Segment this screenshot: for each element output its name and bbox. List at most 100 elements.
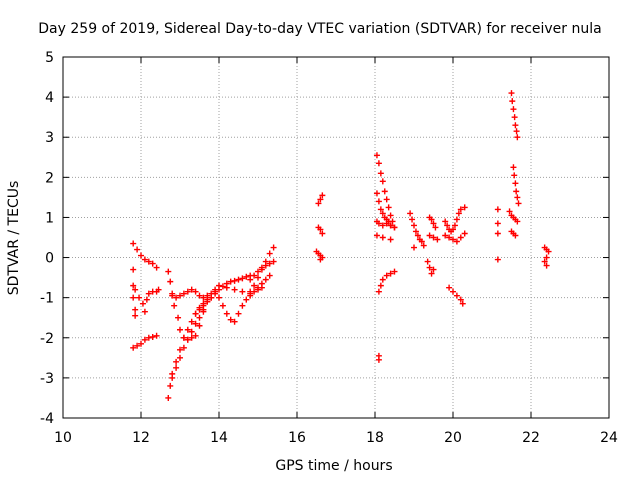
y-tick-label: 3 [45, 130, 54, 146]
data-point [428, 270, 435, 277]
data-point [134, 342, 141, 349]
data-point [514, 134, 521, 141]
x-axis-title: GPS time / hours [275, 458, 392, 474]
data-point [457, 234, 464, 241]
data-point [383, 272, 390, 279]
data-point [430, 266, 437, 273]
data-point [511, 172, 518, 179]
data-point [391, 224, 398, 231]
data-point [141, 308, 148, 315]
data-point [143, 296, 150, 303]
data-point [446, 284, 453, 291]
data-point [506, 208, 513, 215]
x-tick-label: 22 [522, 430, 540, 446]
data-point [130, 294, 137, 301]
data-point [315, 200, 322, 207]
data-point [239, 288, 246, 295]
data-series-2 [130, 266, 139, 319]
data-point [219, 283, 226, 290]
data-point [418, 238, 425, 245]
data-series-20 [407, 210, 427, 251]
y-axis-title: SDTVAR / TECUs [6, 181, 22, 296]
data-point [258, 280, 265, 287]
data-point [258, 264, 265, 271]
data-point [317, 226, 324, 233]
data-point [145, 334, 152, 341]
data-point [317, 196, 324, 203]
data-point [428, 216, 435, 223]
data-point [426, 264, 433, 271]
data-point [512, 232, 519, 239]
data-point [434, 236, 441, 243]
data-point [177, 326, 183, 333]
data-point [192, 310, 199, 317]
data-point [247, 290, 254, 297]
y-tick-label: 5 [45, 50, 54, 66]
data-point [514, 194, 521, 201]
data-point [167, 382, 174, 389]
data-point [139, 300, 146, 307]
data-point [541, 258, 548, 265]
data-point [223, 310, 230, 317]
data-point [430, 234, 437, 241]
data-point [444, 222, 451, 229]
data-series-4 [132, 286, 162, 315]
data-point [223, 284, 230, 291]
data-point [132, 312, 139, 319]
data-point [426, 232, 433, 239]
data-point [377, 170, 384, 177]
data-series-14 [313, 192, 326, 263]
data-point [373, 152, 380, 159]
data-point [513, 128, 520, 135]
data-point [453, 292, 460, 299]
data-point [239, 275, 246, 282]
data-point [216, 282, 222, 289]
y-tick-label: -2 [40, 331, 54, 347]
data-point [255, 268, 261, 275]
data-point [411, 222, 417, 229]
data-point [231, 277, 238, 284]
data-point [216, 294, 222, 301]
data-point [180, 334, 187, 341]
data-point [420, 242, 427, 249]
data-point [138, 252, 144, 259]
data-point [375, 198, 382, 205]
data-point [132, 286, 139, 293]
data-point [411, 244, 417, 251]
data-point [270, 258, 277, 265]
data-point [175, 314, 182, 321]
data-series-13 [247, 258, 277, 283]
data-point [192, 332, 199, 339]
data-point [509, 98, 516, 105]
y-tick-label: 1 [45, 210, 54, 226]
data-point [243, 296, 250, 303]
data-point [266, 272, 273, 279]
y-tick-label: -4 [40, 411, 54, 427]
data-point [180, 344, 187, 351]
data-point [266, 260, 273, 267]
data-series-21 [424, 214, 441, 277]
data-point [204, 292, 211, 299]
data-point [377, 206, 384, 213]
data-point [461, 230, 468, 237]
x-tick-label: 16 [288, 430, 306, 446]
data-point [196, 322, 203, 329]
data-point [169, 374, 176, 381]
data-point [171, 302, 178, 309]
data-point [514, 218, 521, 225]
data-point [512, 122, 519, 129]
data-series-28 [506, 208, 521, 239]
data-series-24 [446, 284, 466, 307]
data-point [446, 234, 453, 241]
data-point [180, 290, 187, 297]
data-point [208, 294, 215, 301]
y-tick-label: 0 [45, 251, 54, 267]
data-series-19 [375, 352, 382, 363]
data-point [130, 344, 137, 351]
data-point [375, 220, 382, 227]
data-points [130, 90, 552, 401]
data-point [149, 333, 156, 340]
